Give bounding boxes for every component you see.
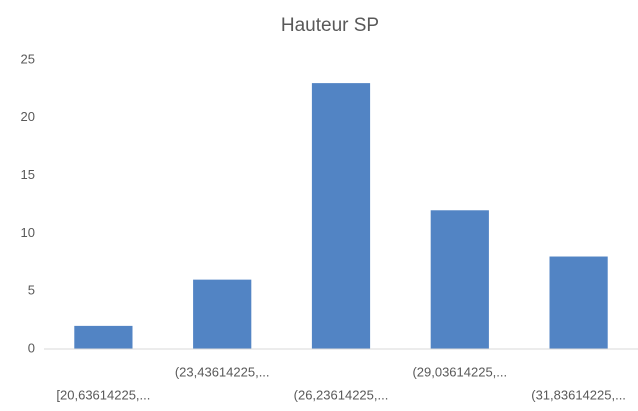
bar bbox=[74, 325, 133, 349]
bar bbox=[311, 83, 371, 350]
x-tick-label: [20,63614225,... bbox=[56, 387, 150, 402]
chart-title: Hauteur SP bbox=[281, 15, 379, 36]
x-tick-label: (31,83614225,... bbox=[531, 387, 626, 402]
y-tick-label: 0 bbox=[28, 340, 35, 355]
y-tick-label: 25 bbox=[21, 51, 35, 66]
y-tick-label: 10 bbox=[21, 225, 35, 240]
y-tick-label: 20 bbox=[21, 109, 35, 124]
bar bbox=[549, 256, 608, 349]
bar bbox=[193, 279, 252, 349]
x-tick-label: (29,03614225,... bbox=[412, 364, 507, 379]
x-tick-label: (23,43614225,... bbox=[175, 364, 270, 379]
y-tick-label: 15 bbox=[21, 167, 35, 182]
bar bbox=[430, 210, 489, 349]
y-tick-label: 5 bbox=[28, 283, 35, 298]
x-tick-label: (26,23614225,... bbox=[294, 387, 389, 402]
